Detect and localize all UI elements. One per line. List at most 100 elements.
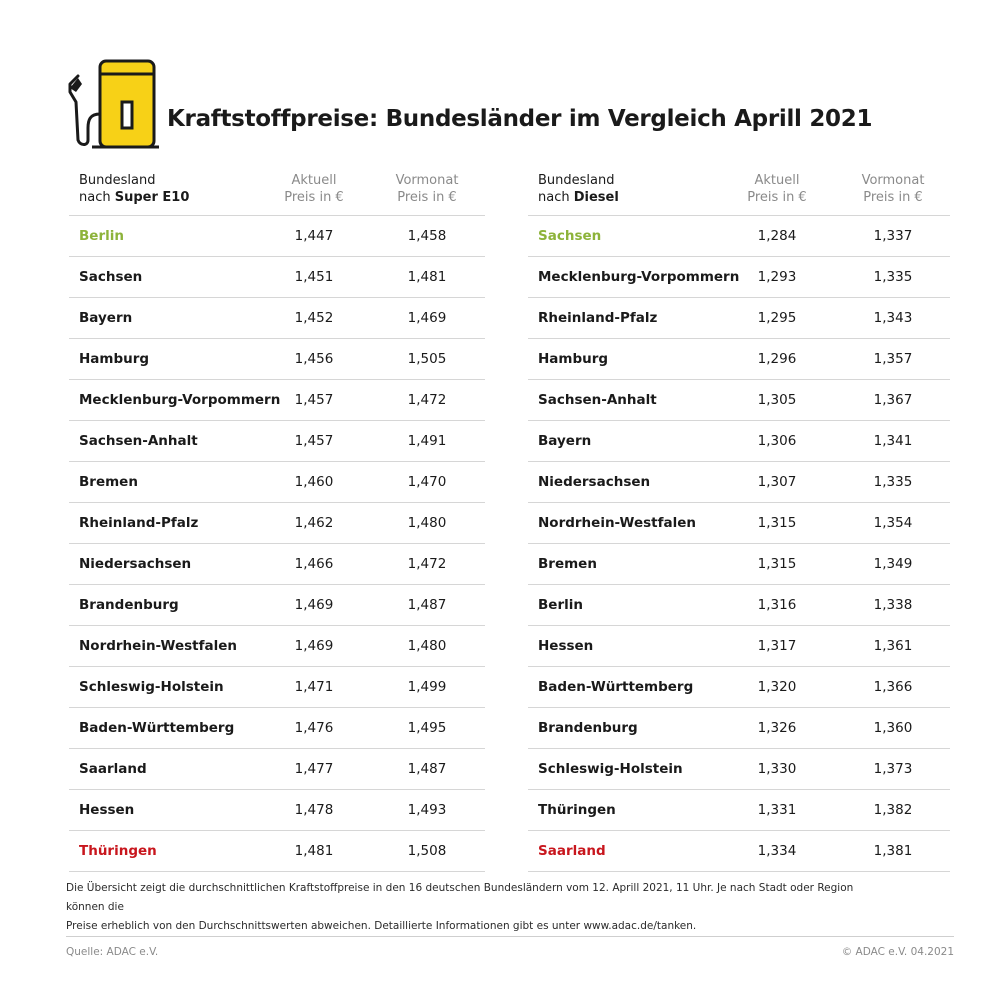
current-price: 1,457: [294, 433, 334, 449]
current-price: 1,305: [757, 392, 797, 408]
state-name: Rheinland-Pfalz: [79, 515, 199, 531]
table-row: Bayern 1,306 1,341: [528, 421, 950, 462]
table-row: Schleswig-Holstein 1,471 1,499: [69, 667, 485, 708]
table-row: Bremen 1,460 1,470: [69, 462, 485, 503]
current-price: 1,320: [757, 679, 797, 695]
table-row: Hamburg 1,296 1,357: [528, 339, 950, 380]
current-price: 1,481: [294, 843, 334, 859]
page-title: Kraftstoffpreise: Bundesländer im Vergle…: [167, 106, 873, 132]
table-row: Sachsen 1,284 1,337: [528, 216, 950, 257]
state-name: Saarland: [79, 761, 147, 777]
table-row: Hessen 1,478 1,493: [69, 790, 485, 831]
previous-month-price: 1,366: [873, 679, 913, 695]
table-row: Schleswig-Holstein 1,330 1,373: [528, 749, 950, 790]
state-name: Nordrhein-Westfalen: [79, 638, 237, 654]
previous-month-price: 1,493: [407, 802, 447, 818]
previous-month-price: 1,508: [407, 843, 447, 859]
previous-month-price: 1,487: [407, 761, 447, 777]
table-row: Bremen 1,315 1,349: [528, 544, 950, 585]
table-header: Bundesland nach Super E10 Aktuell Preis …: [69, 168, 485, 216]
state-name: Nordrhein-Westfalen: [538, 515, 696, 531]
state-name: Bremen: [79, 474, 138, 490]
previous-month-price: 1,472: [407, 556, 447, 572]
table-row: Mecklenburg-Vorpommern 1,293 1,335: [528, 257, 950, 298]
previous-month-price: 1,335: [873, 474, 913, 490]
explanatory-note: Die Übersicht zeigt die durchschnittlich…: [66, 879, 886, 936]
current-price: 1,284: [757, 228, 797, 244]
state-name: Brandenburg: [538, 720, 638, 736]
previous-month-price: 1,373: [873, 761, 913, 777]
table-row: Thüringen 1,481 1,508: [69, 831, 485, 872]
current-price: 1,326: [757, 720, 797, 736]
table-row: Saarland 1,334 1,381: [528, 831, 950, 872]
state-name: Hamburg: [538, 351, 609, 367]
previous-month-price: 1,470: [407, 474, 447, 490]
state-name: Thüringen: [79, 843, 157, 859]
super-e10-table: Bundesland nach Super E10 Aktuell Preis …: [69, 168, 485, 872]
table-row: Berlin 1,316 1,338: [528, 585, 950, 626]
previous-month-price: 1,337: [873, 228, 913, 244]
previous-month-price: 1,480: [407, 638, 447, 654]
table-row: Niedersachsen 1,307 1,335: [528, 462, 950, 503]
state-name: Sachsen-Anhalt: [79, 433, 198, 449]
table-row: Rheinland-Pfalz 1,295 1,343: [528, 298, 950, 339]
previous-month-price: 1,343: [873, 310, 913, 326]
current-price: 1,471: [294, 679, 334, 695]
state-name: Berlin: [79, 228, 124, 244]
current-price: 1,452: [294, 310, 334, 326]
state-name: Bayern: [538, 433, 592, 449]
current-price: 1,478: [294, 802, 334, 818]
state-name: Sachsen: [79, 269, 143, 285]
previous-month-price: 1,458: [407, 228, 447, 244]
previous-month-price: 1,495: [407, 720, 447, 736]
source-label: Quelle: ADAC e.V.: [66, 946, 159, 958]
table-row: Brandenburg 1,326 1,360: [528, 708, 950, 749]
table-row: Baden-Württemberg 1,476 1,495: [69, 708, 485, 749]
current-price: 1,460: [294, 474, 334, 490]
state-name: Schleswig-Holstein: [79, 679, 224, 695]
previous-month-price: 1,335: [873, 269, 913, 285]
state-name: Hessen: [538, 638, 594, 654]
previous-month-price: 1,499: [407, 679, 447, 695]
state-name: Sachsen-Anhalt: [538, 392, 657, 408]
previous-month-price: 1,469: [407, 310, 447, 326]
state-name: Niedersachsen: [538, 474, 651, 490]
state-name: Niedersachsen: [79, 556, 192, 572]
state-name: Sachsen: [538, 228, 602, 244]
table-row: Bayern 1,452 1,469: [69, 298, 485, 339]
column-header-vormonat: Vormonat Preis in €: [861, 173, 925, 205]
table-row: Nordrhein-Westfalen 1,315 1,354: [528, 503, 950, 544]
current-price: 1,447: [294, 228, 334, 244]
previous-month-price: 1,338: [873, 597, 913, 613]
current-price: 1,295: [757, 310, 797, 326]
diesel-table: Bundesland nach Diesel Aktuell Preis in …: [528, 168, 950, 872]
table-header: Bundesland nach Diesel Aktuell Preis in …: [528, 168, 950, 216]
current-price: 1,334: [757, 843, 797, 859]
previous-month-price: 1,480: [407, 515, 447, 531]
previous-month-price: 1,367: [873, 392, 913, 408]
previous-month-price: 1,354: [873, 515, 913, 531]
table-row: Sachsen-Anhalt 1,457 1,491: [69, 421, 485, 462]
previous-month-price: 1,481: [407, 269, 447, 285]
current-price: 1,331: [757, 802, 797, 818]
copyright-label: © ADAC e.V. 04.2021: [841, 946, 954, 958]
current-price: 1,293: [757, 269, 797, 285]
current-price: 1,451: [294, 269, 334, 285]
current-price: 1,456: [294, 351, 334, 367]
current-price: 1,476: [294, 720, 334, 736]
previous-month-price: 1,357: [873, 351, 913, 367]
state-name: Thüringen: [538, 802, 616, 818]
current-price: 1,469: [294, 597, 334, 613]
column-header-aktuell: Aktuell Preis in €: [284, 173, 344, 205]
table-row: Hessen 1,317 1,361: [528, 626, 950, 667]
state-name: Baden-Württemberg: [79, 720, 235, 736]
column-header-vormonat: Vormonat Preis in €: [395, 173, 459, 205]
previous-month-price: 1,505: [407, 351, 447, 367]
previous-month-price: 1,382: [873, 802, 913, 818]
previous-month-price: 1,381: [873, 843, 913, 859]
current-price: 1,315: [757, 556, 797, 572]
note-line-2: Preise erheblich von den Durchschnittswe…: [66, 920, 697, 932]
current-price: 1,317: [757, 638, 797, 654]
footer-divider: [66, 936, 954, 937]
column-header-bundesland: Bundesland nach Diesel: [538, 173, 619, 205]
